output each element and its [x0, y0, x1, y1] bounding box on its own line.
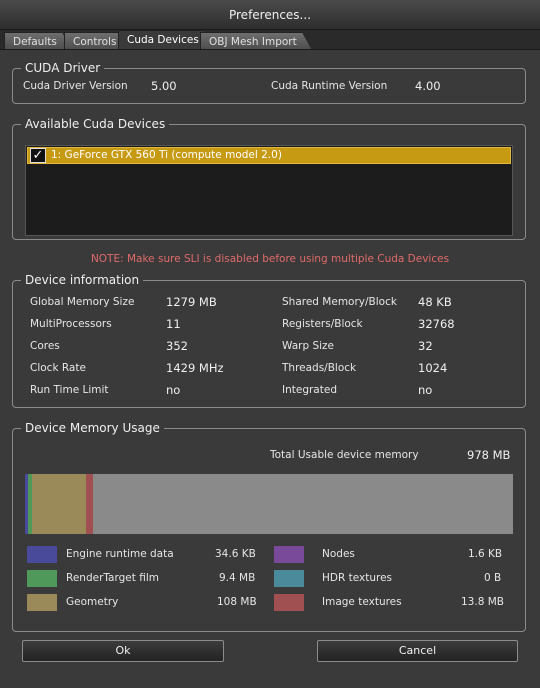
tab-cuda-devices[interactable]: Cuda Devices	[118, 30, 214, 50]
memory-segment-rendertarget-film	[27, 474, 33, 534]
memory-usage-bar	[25, 474, 513, 534]
nodes-value: 1.6 KB	[468, 548, 503, 560]
driver-version-value: 5.00	[151, 79, 177, 93]
device-info-group: Device information Global Memory Size 12…	[12, 272, 526, 408]
memory-segment-geometry	[32, 474, 87, 534]
device-info-title: Device information	[21, 272, 144, 288]
tab-bar: Defaults Controls Cuda Devices OBJ Mesh …	[0, 30, 540, 50]
cuda-driver-title: CUDA Driver	[21, 60, 105, 76]
nodes-swatch	[274, 546, 304, 563]
multiprocessors-label: MultiProcessors	[30, 318, 112, 330]
hdr-textures-swatch	[274, 570, 304, 587]
device-checkbox[interactable]: ✓	[30, 148, 46, 163]
available-devices-group: Available Cuda Devices ✓ 1: GeForce GTX …	[12, 116, 526, 240]
engine-runtime-value: 34.6 KB	[215, 548, 256, 560]
hdr-textures-value: 0 B	[484, 572, 502, 584]
engine-runtime-swatch	[27, 546, 57, 563]
device-row[interactable]: ✓ 1: GeForce GTX 560 Ti (compute model 2…	[27, 147, 511, 164]
device-label: 1: GeForce GTX 560 Ti (compute model 2.0…	[51, 149, 282, 161]
multiprocessors-value: 11	[166, 317, 181, 331]
available-devices-title: Available Cuda Devices	[21, 116, 170, 132]
cancel-button[interactable]: Cancel	[317, 640, 518, 662]
tab-obj-mesh-import[interactable]: OBJ Mesh Import	[200, 32, 312, 50]
warp-size-value: 32	[418, 339, 433, 353]
nodes-label: Nodes	[322, 548, 355, 560]
window-title: Preferences...	[0, 0, 540, 30]
geometry-label: Geometry	[66, 596, 119, 608]
runtime-version-label: Cuda Runtime Version	[271, 80, 388, 92]
tab-defaults[interactable]: Defaults	[4, 32, 72, 50]
image-textures-value: 13.8 MB	[461, 596, 504, 608]
render-target-swatch	[27, 570, 57, 587]
cores-label: Cores	[30, 340, 60, 352]
ok-button[interactable]: Ok	[22, 640, 224, 662]
driver-version-label: Cuda Driver Version	[23, 80, 128, 92]
engine-runtime-label: Engine runtime data	[66, 548, 174, 560]
global-memory-value: 1279 MB	[166, 295, 217, 309]
geometry-value: 108 MB	[217, 596, 257, 608]
threads-value: 1024	[418, 361, 448, 375]
image-textures-label: Image textures	[322, 596, 402, 608]
clock-rate-value: 1429 MHz	[166, 361, 224, 375]
cuda-driver-group: CUDA Driver Cuda Driver Version 5.00 Cud…	[12, 60, 526, 104]
registers-label: Registers/Block	[282, 318, 363, 330]
memory-segment-engine-runtime-data	[25, 474, 28, 534]
threads-label: Threads/Block	[282, 362, 357, 374]
integrated-value: no	[418, 383, 433, 397]
total-memory-value: 978 MB	[467, 448, 511, 462]
sli-note: NOTE: Make sure SLI is disabled before u…	[90, 253, 450, 265]
memory-segment-image-textures	[86, 474, 93, 534]
shared-memory-value: 48 KB	[418, 295, 452, 309]
hdr-textures-label: HDR textures	[322, 572, 393, 584]
render-target-value: 9.4 MB	[219, 572, 256, 584]
run-time-limit-label: Run Time Limit	[30, 384, 109, 396]
clock-rate-label: Clock Rate	[30, 362, 86, 374]
geometry-swatch	[27, 594, 57, 611]
shared-memory-label: Shared Memory/Block	[282, 296, 397, 308]
image-textures-swatch	[274, 594, 304, 611]
cuda-devices-panel: CUDA Driver Cuda Driver Version 5.00 Cud…	[0, 50, 540, 688]
memory-usage-group: Device Memory Usage Total Usable device …	[12, 420, 526, 632]
device-list[interactable]: ✓ 1: GeForce GTX 560 Ti (compute model 2…	[25, 145, 513, 236]
render-target-label: RenderTarget film	[66, 572, 159, 584]
cores-value: 352	[166, 339, 188, 353]
memory-usage-title: Device Memory Usage	[21, 420, 164, 436]
tab-divider	[0, 49, 540, 50]
warp-size-label: Warp Size	[282, 340, 335, 352]
run-time-limit-value: no	[166, 383, 181, 397]
runtime-version-value: 4.00	[415, 79, 441, 93]
tab-controls[interactable]: Controls	[64, 32, 131, 50]
total-memory-label: Total Usable device memory	[270, 449, 419, 461]
integrated-label: Integrated	[282, 384, 337, 396]
global-memory-label: Global Memory Size	[30, 296, 135, 308]
registers-value: 32768	[418, 317, 455, 331]
